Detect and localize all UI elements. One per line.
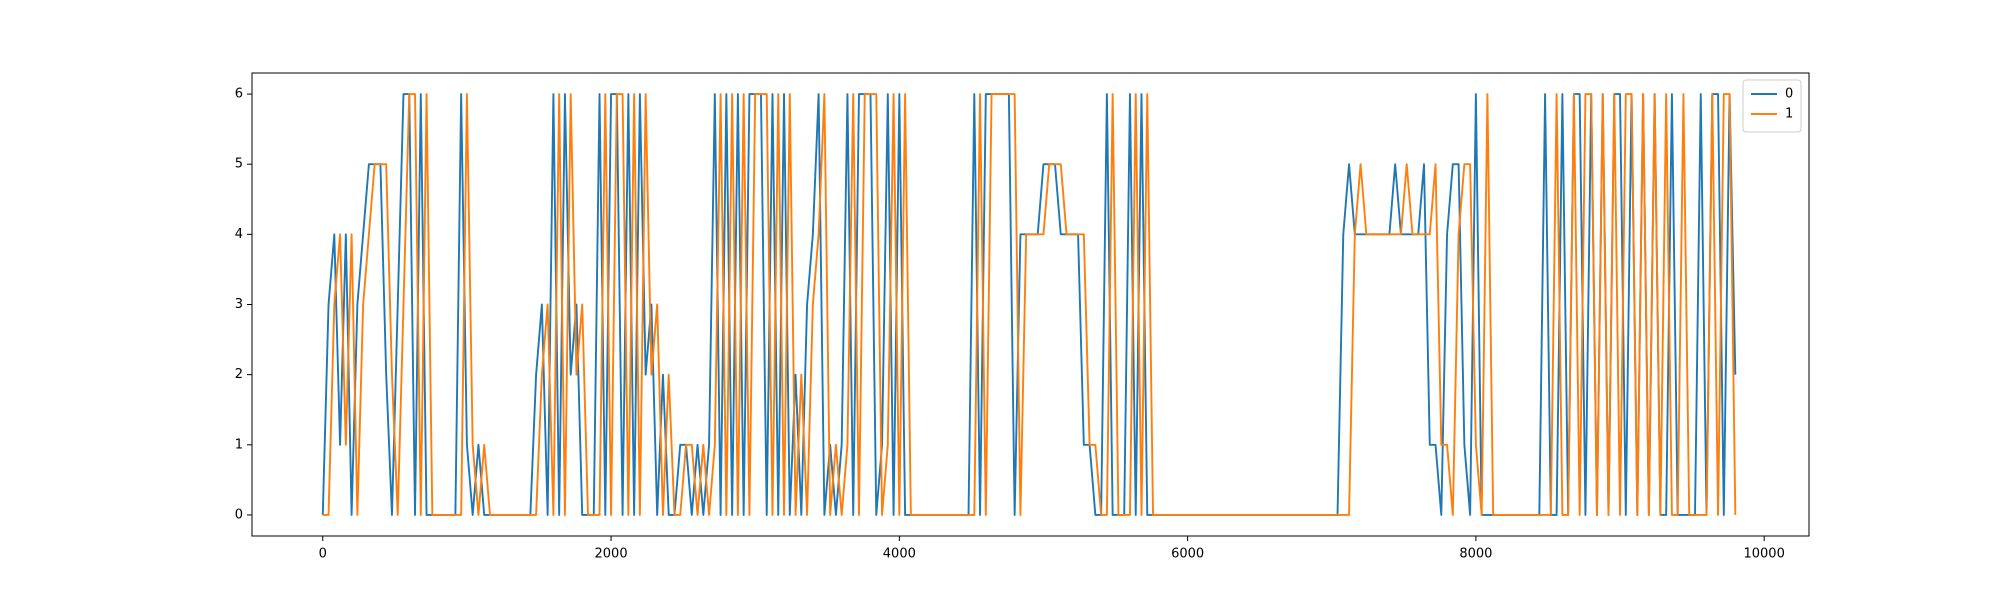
- x-tick-label: 10000: [1743, 547, 1784, 562]
- line-series: [321, 93, 1737, 516]
- legend-label: 1: [1785, 107, 1793, 122]
- y-tick-label: 5: [235, 157, 243, 172]
- legend-label: 0: [1785, 87, 1793, 102]
- y-tick-label: 2: [235, 367, 243, 382]
- x-tick-label: 2000: [595, 547, 628, 562]
- y-tick-label: 3: [235, 297, 243, 312]
- y-tick-label: 1: [235, 437, 243, 452]
- y-tick-label: 4: [235, 227, 243, 242]
- x-tick-label: 8000: [1459, 547, 1492, 562]
- x-tick-label: 6000: [1171, 547, 1204, 562]
- x-tick-label: 4000: [883, 547, 916, 562]
- y-tick-label: 0: [235, 507, 243, 522]
- y-tick-label: 6: [235, 87, 243, 102]
- plot-frame: [251, 72, 1810, 537]
- line-series: [322, 93, 1737, 516]
- x-tick-label: 0: [319, 547, 327, 562]
